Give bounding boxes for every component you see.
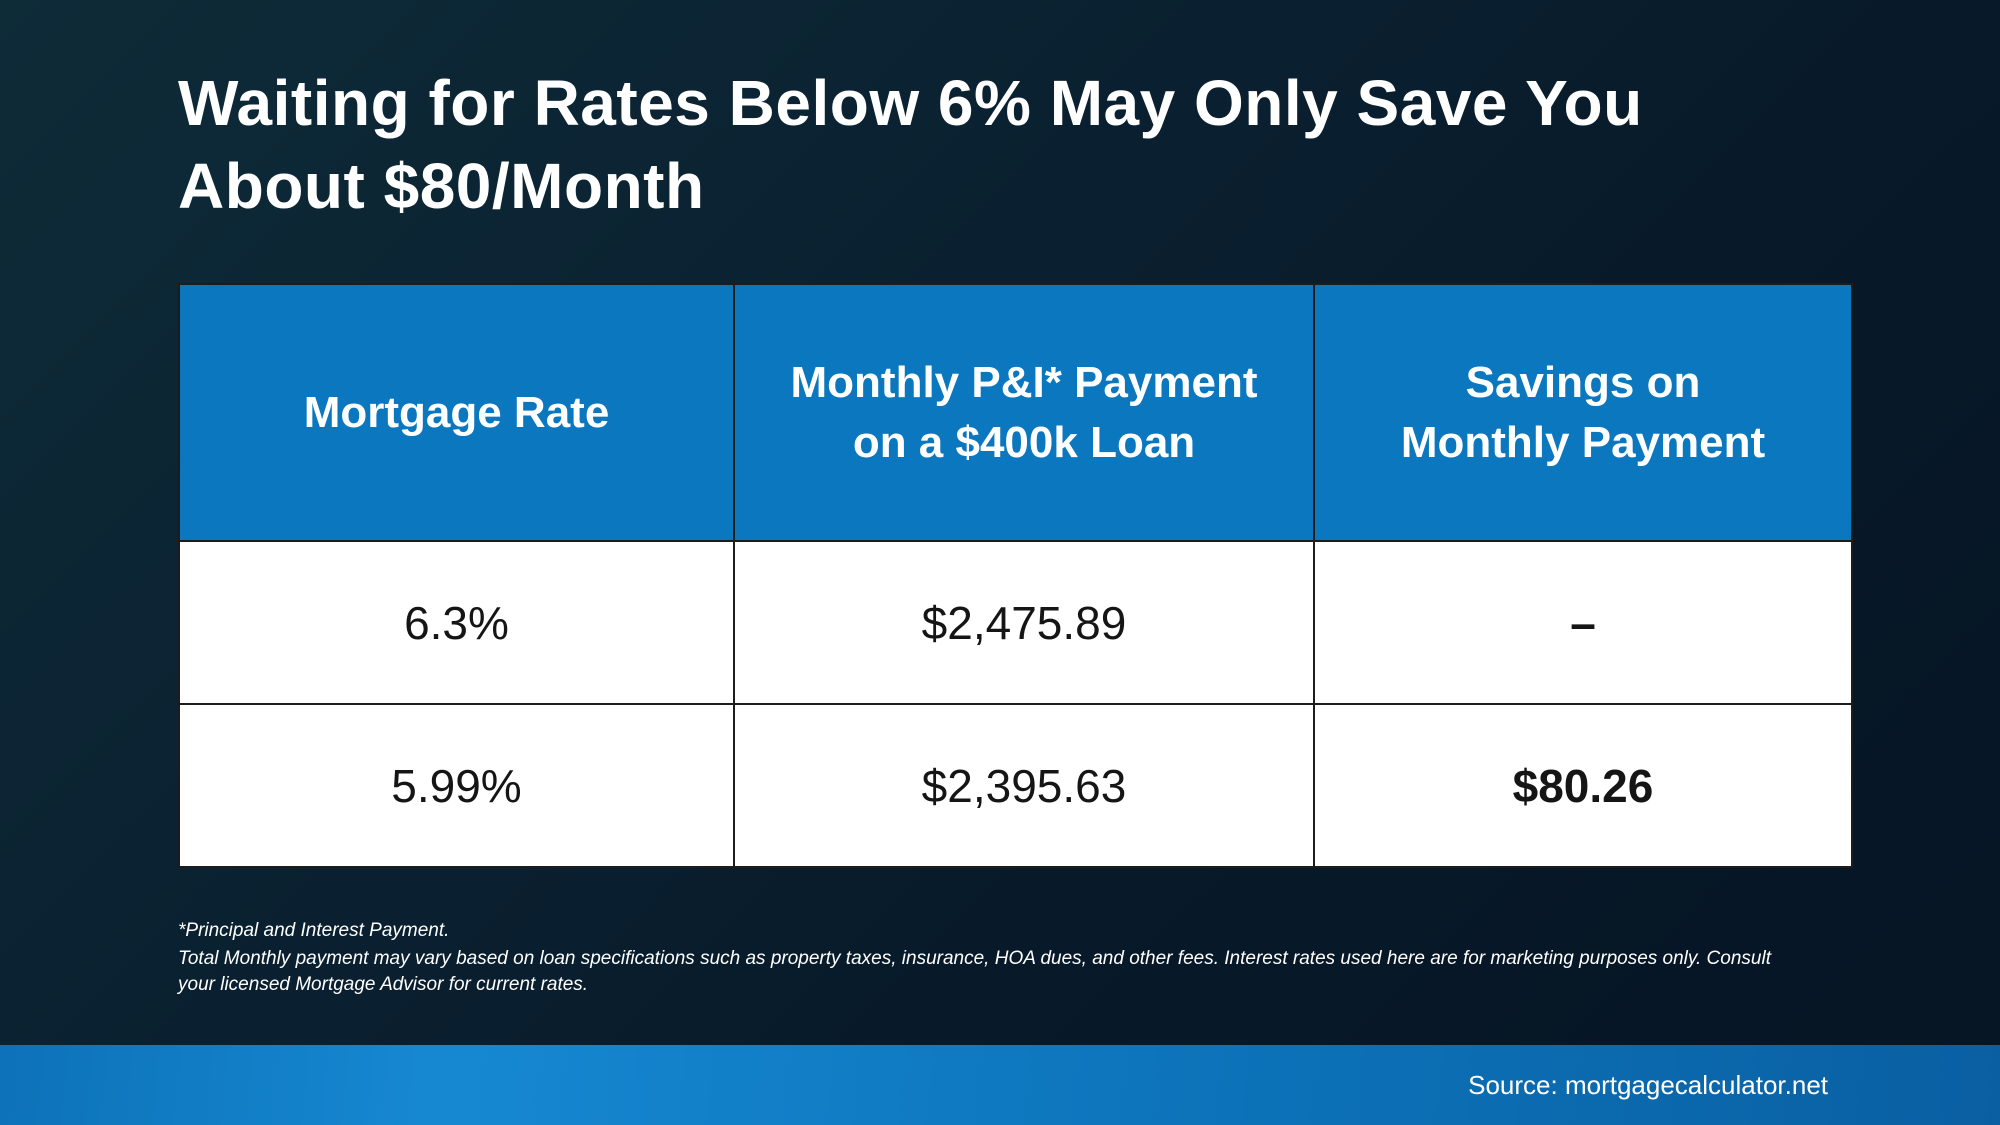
table-row: 6.3% $2,475.89 – bbox=[178, 540, 1853, 705]
source-attribution: Source: mortgagecalculator.net bbox=[1468, 1069, 1828, 1100]
cell-savings: – bbox=[1313, 540, 1853, 705]
table-row: 5.99% $2,395.63 $80.26 bbox=[178, 703, 1853, 868]
header-text-line1: Monthly P&I* Payment bbox=[790, 358, 1258, 408]
header-text-line2: Monthly Payment bbox=[1400, 417, 1766, 467]
header-cell-monthly-payment: Monthly P&I* Payment on a $400k Loan bbox=[733, 283, 1315, 542]
footnote-line1: *Principal and Interest Payment. bbox=[178, 920, 450, 941]
footnote-body: Total Monthly payment may vary based on … bbox=[178, 948, 1771, 996]
page-title-line2: About $80/Month bbox=[178, 150, 705, 223]
rates-table: Mortgage Rate Monthly P&I* Payment on a … bbox=[178, 283, 1853, 868]
header-text-line2: on a $400k Loan bbox=[852, 417, 1196, 467]
page-title: Waiting for Rates Below 6% May Only Save… bbox=[178, 62, 1643, 228]
cell-payment: $2,475.89 bbox=[733, 540, 1315, 705]
header-text-line1: Mortgage Rate bbox=[303, 387, 610, 437]
cell-payment: $2,395.63 bbox=[733, 703, 1315, 868]
footnote: *Principal and Interest Payment. Total M… bbox=[178, 918, 1803, 999]
cell-savings: $80.26 bbox=[1313, 703, 1853, 868]
header-cell-mortgage-rate: Mortgage Rate bbox=[178, 283, 735, 542]
rates-table-container: Mortgage Rate Monthly P&I* Payment on a … bbox=[178, 283, 1853, 868]
footer-bar: Source: mortgagecalculator.net bbox=[0, 1045, 2000, 1125]
page-title-line1: Waiting for Rates Below 6% May Only Save… bbox=[178, 67, 1643, 139]
cell-rate: 5.99% bbox=[178, 703, 735, 868]
table-header-row: Mortgage Rate Monthly P&I* Payment on a … bbox=[178, 283, 1853, 542]
header-cell-savings: Savings on Monthly Payment bbox=[1313, 283, 1853, 542]
cell-rate: 6.3% bbox=[178, 540, 735, 705]
header-text-line1: Savings on bbox=[1465, 358, 1701, 408]
